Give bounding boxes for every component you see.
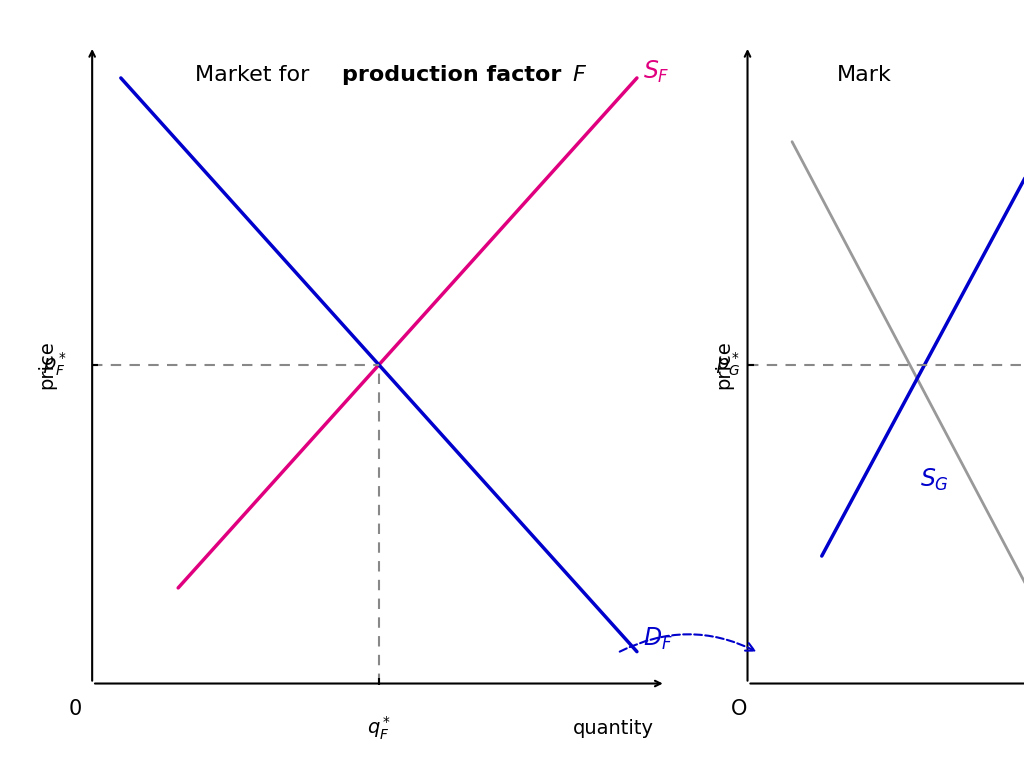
- Text: Mark: Mark: [837, 65, 892, 84]
- Text: price: price: [715, 340, 733, 389]
- Text: O: O: [730, 699, 746, 719]
- Text: $\mathit{F}$: $\mathit{F}$: [565, 65, 588, 84]
- Text: production factor: production factor: [342, 65, 561, 84]
- Text: Market for: Market for: [196, 65, 316, 84]
- Text: $S_F$: $S_F$: [643, 58, 670, 84]
- Text: $p_G^*$: $p_G^*$: [716, 351, 740, 379]
- Text: $D_F$: $D_F$: [643, 626, 673, 652]
- Text: quantity: quantity: [573, 719, 654, 737]
- Text: $q_F^*$: $q_F^*$: [367, 714, 391, 742]
- Text: 0: 0: [69, 699, 82, 719]
- Text: price: price: [37, 340, 55, 389]
- Text: $S_G$: $S_G$: [920, 466, 948, 492]
- Text: $p_F^*$: $p_F^*$: [43, 351, 68, 379]
